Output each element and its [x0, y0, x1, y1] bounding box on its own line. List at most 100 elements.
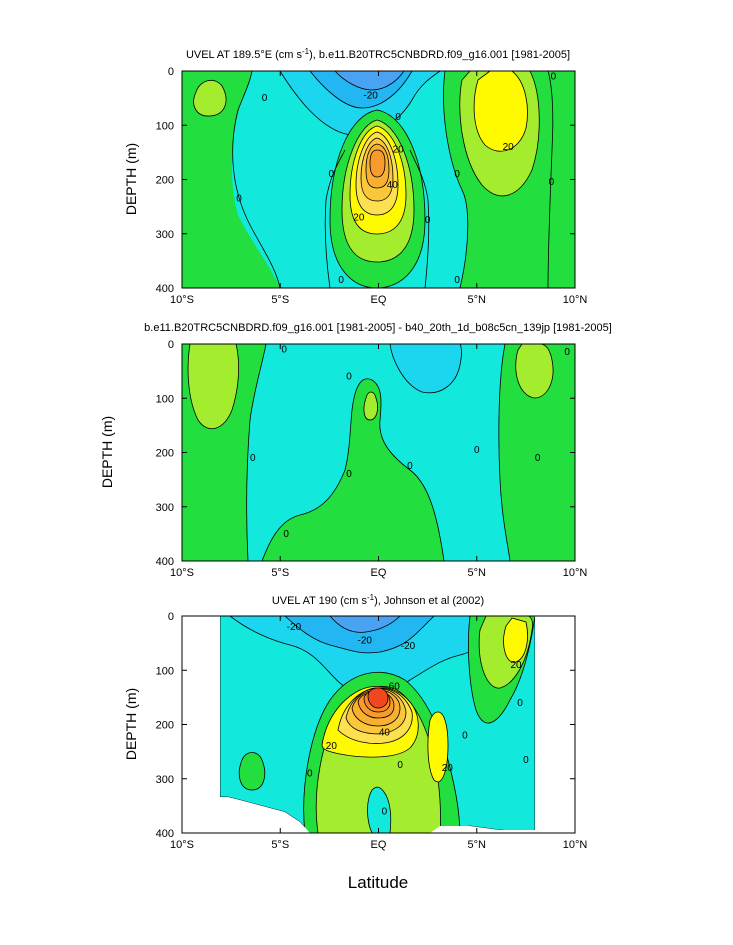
panel-2-ylabel: DEPTH (m) [99, 416, 115, 488]
panel-1-right-green-region [445, 71, 575, 288]
panel-2-central-green-region [261, 378, 445, 561]
x-tick-label: 5°S [271, 294, 289, 306]
contour-label: 0 [262, 93, 268, 104]
y-tick-label: 200 [156, 448, 174, 460]
contour-label: 0 [395, 112, 401, 123]
x-tick-label: 5°N [468, 294, 487, 306]
contour-label: 60 [389, 682, 401, 693]
contour-label: 0 [346, 469, 352, 480]
y-tick-label: 400 [156, 556, 174, 568]
y-tick-label: 200 [156, 720, 174, 732]
contour-label: -20 [358, 635, 373, 646]
contour-label: 0 [236, 193, 242, 204]
x-tick-label: 5°N [468, 839, 487, 851]
x-tick-label: 5°S [271, 839, 289, 851]
contour-label: 40 [387, 180, 399, 191]
y-tick-label: 300 [156, 229, 174, 241]
panel-3-title: UVEL AT 190 (cm s-1), Johnson et al (200… [272, 593, 484, 607]
x-tick-label: 10°N [563, 294, 588, 306]
contour-label: 20 [510, 660, 522, 671]
contour-label: 20 [326, 741, 338, 752]
x-tick-label: 10°S [170, 294, 194, 306]
x-tick-label: 10°N [563, 567, 588, 579]
contour-label: 0 [454, 169, 460, 180]
panel-2-cyan-patch [389, 344, 462, 394]
panel-1-left-green-region [182, 71, 280, 288]
contour-label: 0 [535, 453, 541, 464]
contour-label: 0 [397, 760, 403, 771]
x-tick-label: 5°S [271, 567, 289, 579]
contour-label: 0 [474, 445, 480, 456]
contour-label: 0 [329, 169, 335, 180]
panel-2: b.e11.B20TRC5CNBDRD.f09_g16.001 [1981-20… [99, 322, 612, 579]
contour-label: 0 [564, 347, 570, 358]
contour-label: 0 [551, 71, 557, 82]
y-tick-label: 400 [156, 828, 174, 840]
panel-3-undercurrent-core [367, 687, 389, 709]
panel-1-left-yellowgreen-patch [193, 79, 227, 117]
y-tick-label: 200 [156, 175, 174, 187]
contour-label: 0 [346, 372, 352, 383]
contour-label: 0 [549, 177, 555, 188]
panel-3-ylabel: DEPTH (m) [123, 688, 139, 760]
panel-1-undercurrent-core [369, 149, 386, 178]
x-tick-label: EQ [371, 839, 387, 851]
panel-3-yellow-secondary-core [427, 711, 449, 783]
y-tick-label: 100 [156, 393, 174, 405]
contour-label: 0 [382, 806, 388, 817]
panel-1: UVEL AT 189.5°E (cm s-1), b.e11.B20TRC5C… [123, 47, 587, 306]
y-tick-label: 0 [168, 66, 174, 78]
y-tick-label: 400 [156, 283, 174, 295]
y-tick-label: 300 [156, 774, 174, 786]
contour-label: 20 [353, 212, 365, 223]
y-tick-label: 0 [168, 611, 174, 623]
panel-3-nodata-left [182, 616, 310, 833]
panel-1-contour-labels: 0 -20 0 20 40 0 20 0 0 0 0 0 20 0 0 [236, 71, 556, 285]
panel-1-contour-field [182, 71, 575, 288]
panel-3-contour-labels: -20 -20 -20 60 40 20 0 0 20 0 20 0 0 0 [287, 622, 529, 817]
panel-3-contour-field [182, 616, 575, 833]
panel-1-title: UVEL AT 189.5°E (cm s-1), b.e11.B20TRC5C… [186, 47, 570, 61]
contour-label: 20 [442, 763, 454, 774]
x-axis-label: Latitude [348, 873, 409, 892]
contour-label: 0 [407, 461, 413, 472]
x-tick-label: EQ [371, 567, 387, 579]
panel-3: UVEL AT 190 (cm s-1), Johnson et al (200… [123, 593, 587, 851]
contour-label: 0 [462, 730, 468, 741]
x-tick-label: 5°N [468, 567, 487, 579]
contour-label: 40 [379, 728, 391, 739]
x-tick-label: 10°N [563, 839, 588, 851]
y-tick-label: 100 [156, 120, 174, 132]
contour-label: -20 [401, 641, 416, 652]
panel-1-yellow-core [473, 71, 528, 152]
y-tick-label: 300 [156, 502, 174, 514]
y-tick-label: 0 [168, 339, 174, 351]
contour-label: -20 [363, 90, 378, 101]
contour-label: 0 [425, 215, 431, 226]
contour-label: 0 [523, 755, 529, 766]
panel-2-left-yellowgreen-region [187, 344, 240, 430]
panel-1-ylabel: DEPTH (m) [123, 143, 139, 215]
panel-2-contour-field [182, 344, 575, 561]
contour-label: 0 [250, 453, 256, 464]
x-tick-label: 10°S [170, 839, 194, 851]
contour-label: -20 [287, 622, 302, 633]
contour-label: 0 [454, 275, 460, 286]
panel-2-right-green-region [498, 344, 575, 561]
contour-label: 20 [393, 145, 405, 156]
contour-label: 0 [517, 698, 523, 709]
x-tick-label: 10°S [170, 567, 194, 579]
panel-2-title: b.e11.B20TRC5CNBDRD.f09_g16.001 [1981-20… [144, 322, 612, 334]
panel-2-contour-labels: 0 0 0 0 0 0 0 0 0 [250, 344, 570, 539]
panel-2-ticks: 10°S 5°S EQ 5°N 10°N 0 100 200 300 400 [156, 339, 588, 579]
y-tick-label: 100 [156, 665, 174, 677]
contour-label: 0 [338, 275, 344, 286]
contour-label: 0 [281, 344, 287, 355]
contour-label: 0 [283, 529, 289, 540]
panel-3-nodata-right [535, 616, 575, 833]
contour-label: 20 [503, 142, 515, 153]
x-tick-label: EQ [371, 294, 387, 306]
